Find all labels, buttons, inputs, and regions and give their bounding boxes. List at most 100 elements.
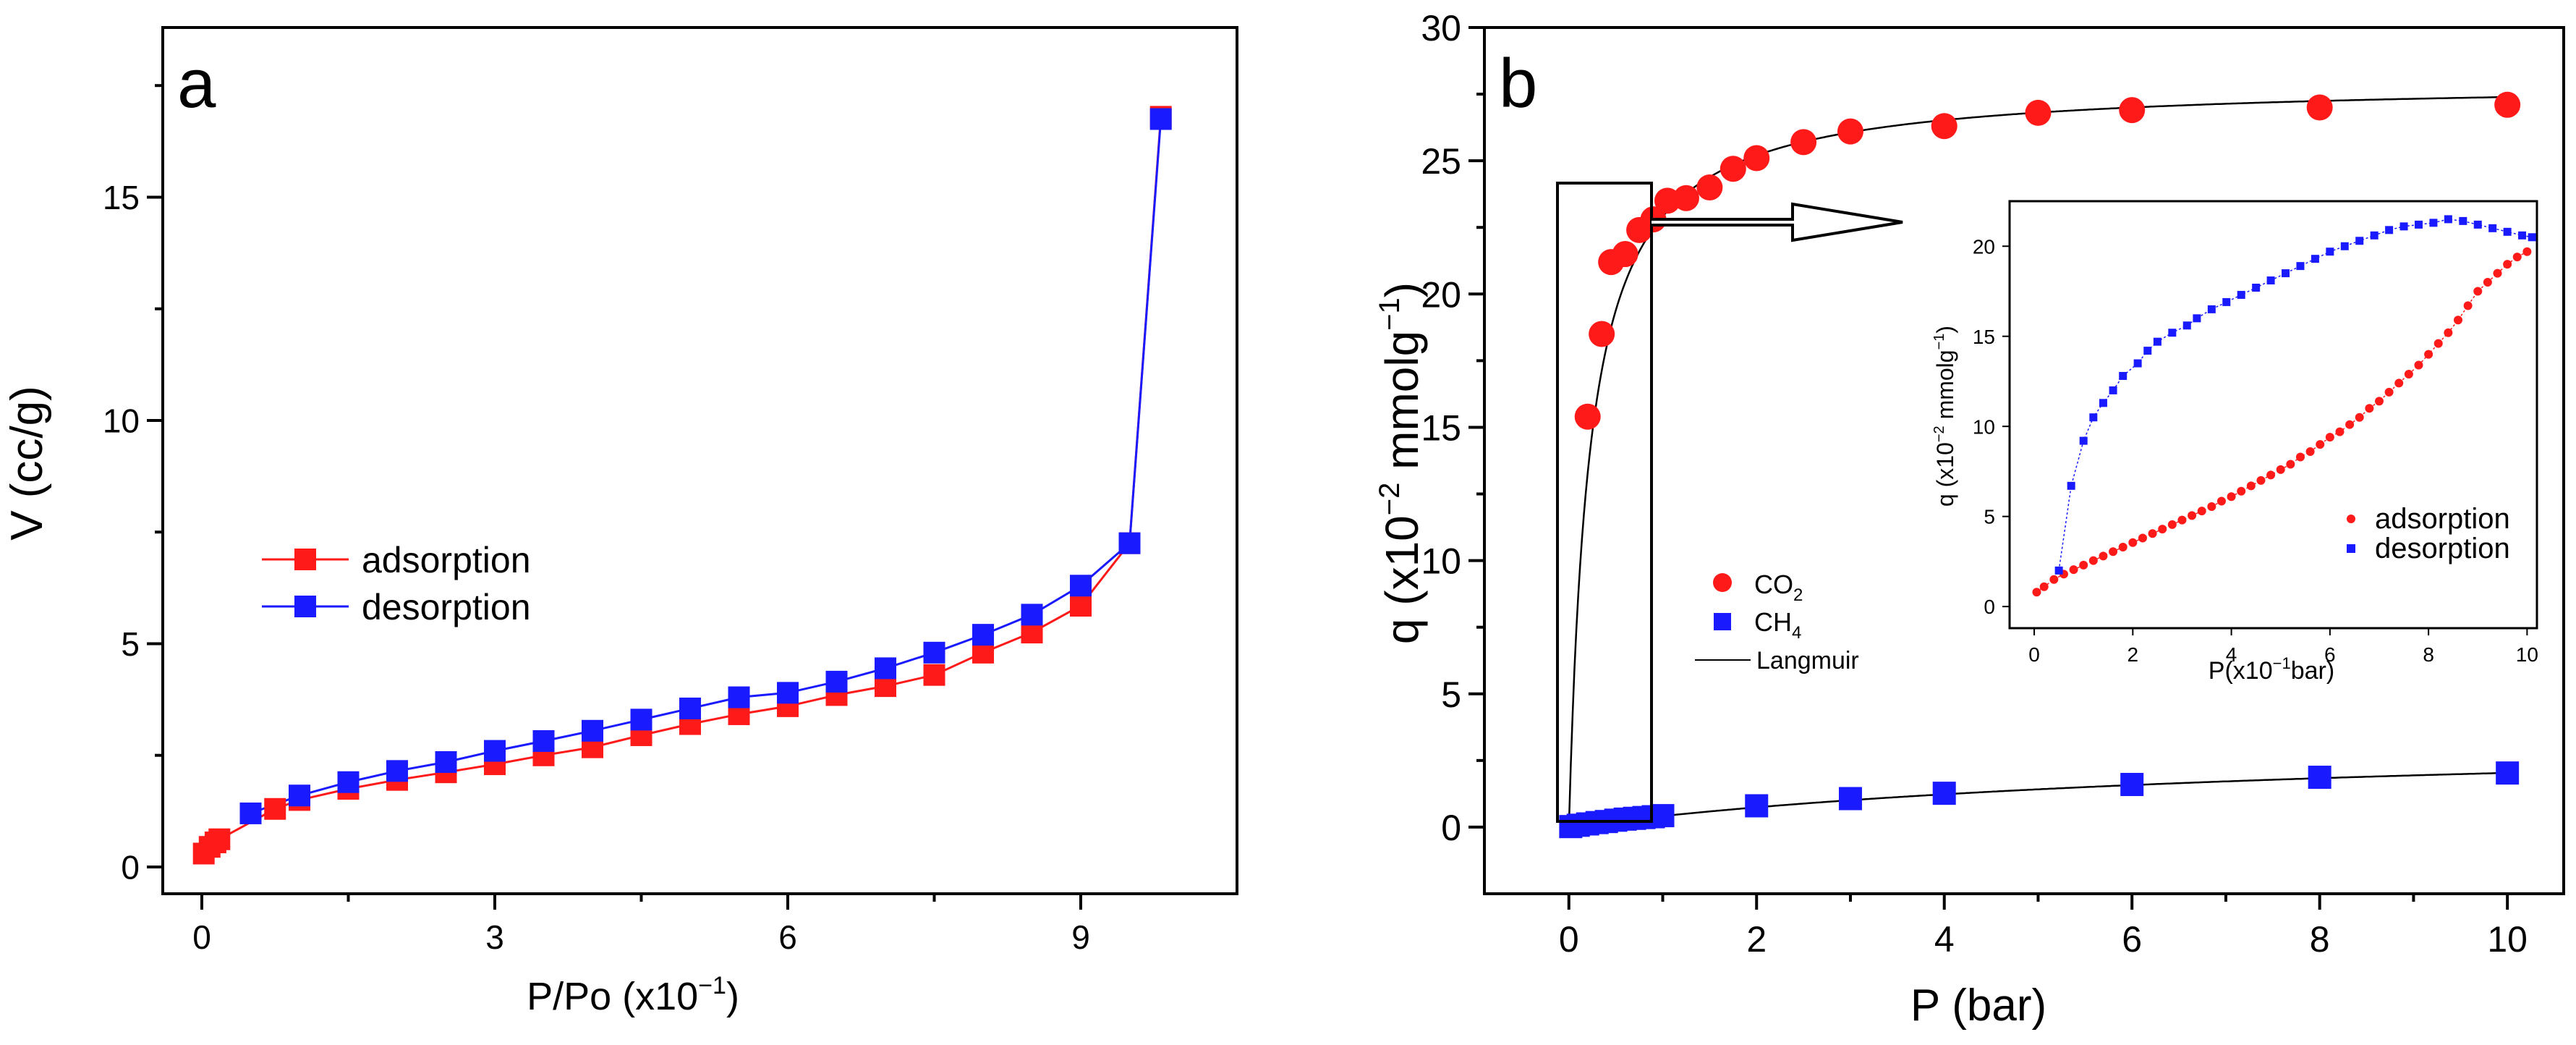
panel-b-co2-point bbox=[1612, 241, 1638, 268]
inset-desorption-point bbox=[2207, 305, 2216, 313]
inset-ylabel-sup: −2 bbox=[1931, 426, 1947, 442]
inset-desorption-point bbox=[2237, 290, 2245, 299]
panel-a-series bbox=[192, 106, 1172, 865]
inset-ticks: 0 2 4 6 8 10 0 5 10 15 20 bbox=[1973, 235, 2538, 666]
inset-adsorption-point bbox=[2355, 412, 2364, 422]
inset-adsorption-point bbox=[2276, 465, 2285, 474]
inset-adsorption-point bbox=[2138, 533, 2147, 543]
panel-b-x-tick-label: 8 bbox=[2310, 919, 2330, 960]
legend-a-adsorption-marker bbox=[294, 549, 316, 570]
panel-a-adsorption-point bbox=[923, 664, 945, 686]
inset-adsorption-point bbox=[2148, 529, 2157, 538]
inset-desorption-point bbox=[2054, 566, 2063, 575]
inset-desorption-point bbox=[2168, 329, 2177, 337]
inset-adsorption-point bbox=[2128, 538, 2138, 547]
inset-y-tick-label: 20 bbox=[1973, 235, 1995, 258]
inset-x-tick-label: 0 bbox=[2028, 643, 2040, 666]
inset-adsorption-point bbox=[2394, 378, 2404, 388]
inset-desorption-point bbox=[2503, 227, 2512, 236]
panel-b-ch4-point bbox=[1838, 787, 1862, 811]
inset-legend-adsorption-marker bbox=[2347, 515, 2355, 523]
inset-desorption-point bbox=[2399, 222, 2408, 231]
inset-adsorption-point bbox=[2473, 287, 2483, 296]
inset-desorption-point bbox=[2109, 386, 2117, 394]
inset-xlabel-sup: −1 bbox=[2273, 654, 2291, 672]
panel-b-ch4-point bbox=[2120, 772, 2144, 796]
panel-b-letter: b bbox=[1499, 45, 1537, 122]
inset-adsorption-point bbox=[2039, 582, 2049, 591]
panel-a-x-tick-label: 0 bbox=[192, 918, 211, 956]
inset-adsorption-point bbox=[2512, 253, 2522, 262]
panel-a-legend: adsorption desorption bbox=[262, 540, 531, 627]
panel-a-adsorption-line bbox=[203, 117, 1162, 855]
inset-adsorption-point bbox=[2365, 404, 2374, 413]
inset-adsorption-point bbox=[2316, 440, 2325, 449]
legend-a-adsorption-label: adsorption bbox=[362, 540, 531, 580]
panel-a-x-axis-title: P/Po (x10−1) bbox=[527, 972, 739, 1018]
inset-adsorption-point bbox=[2414, 360, 2423, 370]
panel-b-co2-point bbox=[2025, 99, 2052, 126]
inset-adsorption-point bbox=[2069, 565, 2078, 575]
inset-frame bbox=[2008, 200, 2538, 630]
inset-ylabel-main: q (x10 bbox=[1932, 442, 1958, 507]
inset-adsorption-point bbox=[2266, 470, 2276, 480]
inset-adsorption-point bbox=[2335, 427, 2345, 436]
inset-desorption-point bbox=[2099, 399, 2107, 407]
inset-adsorption-point bbox=[2305, 447, 2315, 457]
panel-b-ylabel-sup: −2 bbox=[1374, 483, 1406, 516]
inset-desorption-point bbox=[2119, 371, 2127, 380]
panel-a-desorption-point bbox=[630, 708, 652, 731]
inset-adsorption-point bbox=[2345, 420, 2355, 429]
legend-ch4-label: CH4 bbox=[1754, 607, 1801, 643]
inset-desorption-point bbox=[2089, 413, 2098, 422]
panel-b-y-tick-label: 20 bbox=[1421, 274, 1461, 315]
inset-desorption-point bbox=[2143, 347, 2152, 355]
panel-b-series bbox=[1559, 91, 2521, 839]
panel-a-letter: a bbox=[177, 45, 216, 122]
inset-desorption-point bbox=[2414, 220, 2423, 229]
inset-adsorption-point bbox=[2286, 460, 2295, 469]
panel-a-adsorption-point bbox=[208, 828, 231, 850]
inset-desorption-point bbox=[2296, 262, 2305, 271]
panel-b-ylabel-sup2: −1 bbox=[1374, 297, 1406, 331]
panel-b-y-tick-label: 5 bbox=[1441, 674, 1461, 715]
inset-desorption-point bbox=[2153, 337, 2161, 346]
panel-b-ylabel-main: q (x10 bbox=[1376, 515, 1428, 644]
inset-adsorption-point bbox=[2216, 496, 2226, 506]
panel-a-xlabel-main: P/Po (x10 bbox=[527, 975, 698, 1018]
panel-b-x-tick-label: 0 bbox=[1559, 919, 1579, 960]
inset-ylabel-close: ) bbox=[1932, 326, 1958, 334]
panel-b-co2-point bbox=[2306, 94, 2333, 121]
legend-co2-text: CO bbox=[1754, 570, 1793, 599]
inset-x-axis-title: P(x10−1bar) bbox=[2209, 654, 2334, 685]
inset-adsorption-point bbox=[2493, 268, 2502, 278]
inset-adsorption-point bbox=[2522, 247, 2532, 256]
panel-b-ylabel-end: ) bbox=[1376, 282, 1428, 297]
panel-a-adsorption-point bbox=[1070, 595, 1092, 617]
inset-y-tick-label: 0 bbox=[1984, 596, 1995, 618]
inset-x-tick-label: 6 bbox=[2324, 643, 2336, 666]
inset-y-tick-label: 10 bbox=[1973, 415, 1995, 438]
inset-desorption-point bbox=[2473, 220, 2482, 229]
inset-y-tick-label: 15 bbox=[1973, 326, 1995, 348]
panel-b-co2-point bbox=[1574, 403, 1601, 430]
inset-desorption-point bbox=[2370, 231, 2379, 240]
panel-b-co2-point bbox=[1837, 118, 1863, 145]
panel-a-y-tick-label: 0 bbox=[121, 849, 140, 887]
legend-ch4-text: CH bbox=[1754, 607, 1792, 637]
inset-desorption-point bbox=[2222, 297, 2231, 306]
panel-a-desorption-point bbox=[875, 657, 896, 680]
inset-adsorption-point bbox=[2032, 588, 2041, 597]
inset-adsorption-point bbox=[2503, 260, 2512, 269]
inset-legend: adsorption desorption bbox=[2347, 503, 2510, 564]
inset-xlabel-end: bar) bbox=[2291, 657, 2334, 685]
panel-a-frame bbox=[161, 26, 1238, 895]
panel-a-x-tick-label: 6 bbox=[778, 918, 797, 956]
inset-legend-desorption-label: desorption bbox=[2375, 533, 2510, 564]
inset-adsorption-line bbox=[2036, 251, 2528, 593]
legend-langmuir-label: Langmuir bbox=[1756, 647, 1859, 674]
inset-ylabel-sup2: −1 bbox=[1931, 334, 1947, 350]
